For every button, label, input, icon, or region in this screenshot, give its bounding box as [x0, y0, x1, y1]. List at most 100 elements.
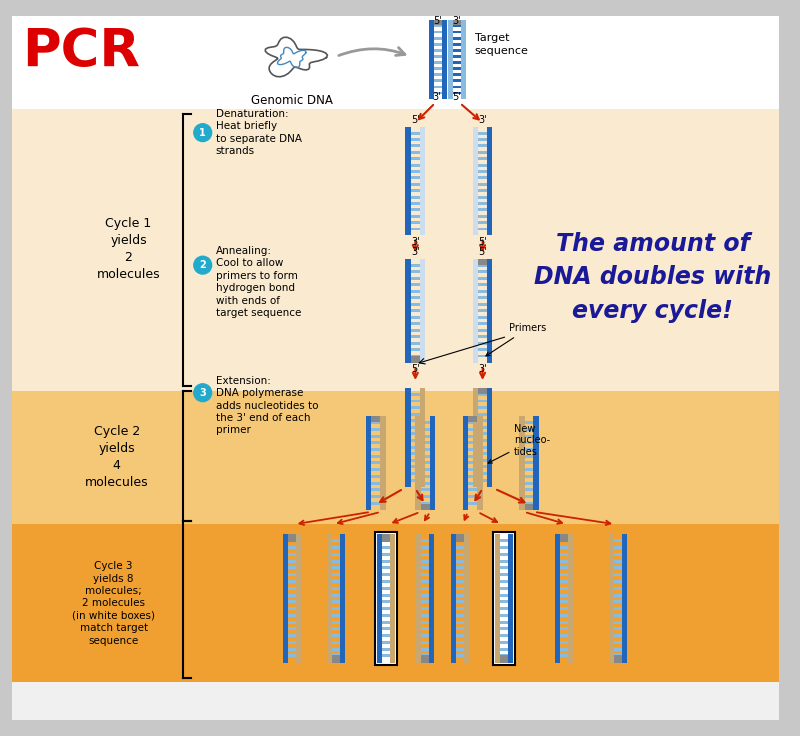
Bar: [411, 439, 420, 442]
Bar: [411, 177, 420, 180]
Bar: [525, 468, 534, 471]
Text: 3: 3: [199, 388, 206, 397]
Bar: [477, 416, 482, 510]
Text: 3': 3': [433, 92, 442, 102]
Bar: [448, 20, 453, 99]
Bar: [614, 654, 622, 657]
Bar: [478, 348, 487, 351]
Bar: [288, 593, 296, 596]
Bar: [519, 504, 539, 510]
Bar: [12, 391, 779, 524]
Bar: [560, 587, 567, 590]
Bar: [332, 634, 340, 637]
Bar: [327, 655, 345, 662]
Bar: [478, 296, 487, 299]
Bar: [416, 534, 422, 662]
Bar: [422, 607, 429, 610]
Bar: [411, 400, 420, 403]
Bar: [382, 634, 390, 637]
Bar: [420, 259, 426, 363]
Bar: [421, 481, 430, 484]
Bar: [453, 85, 461, 88]
Bar: [560, 641, 567, 644]
Bar: [478, 355, 487, 358]
Bar: [554, 534, 560, 662]
Bar: [501, 648, 508, 651]
Bar: [422, 648, 429, 651]
Bar: [525, 475, 534, 478]
Bar: [421, 435, 430, 438]
Bar: [456, 587, 464, 590]
Bar: [288, 539, 296, 542]
Bar: [478, 170, 487, 173]
Bar: [12, 109, 779, 391]
Bar: [456, 634, 464, 637]
Bar: [494, 532, 515, 665]
Bar: [422, 654, 429, 657]
Bar: [411, 329, 420, 331]
Bar: [422, 553, 429, 556]
Bar: [478, 144, 487, 147]
Bar: [411, 215, 420, 218]
Bar: [456, 559, 464, 563]
Bar: [456, 546, 464, 549]
Bar: [614, 634, 622, 637]
Circle shape: [194, 256, 212, 274]
Bar: [371, 428, 380, 431]
Bar: [422, 546, 429, 549]
Bar: [371, 421, 380, 424]
Bar: [478, 158, 487, 160]
Bar: [560, 567, 567, 570]
Text: New
nucleo-
tides: New nucleo- tides: [488, 424, 550, 463]
Bar: [421, 461, 430, 464]
Bar: [422, 559, 429, 563]
Bar: [420, 388, 426, 486]
Text: 5': 5': [478, 238, 487, 247]
Text: Extension:
DNA polymerase
adds nucleotides to
the 3' end of each
primer: Extension: DNA polymerase adds nucleotid…: [215, 376, 318, 436]
Bar: [614, 648, 622, 651]
Bar: [456, 620, 464, 623]
Bar: [456, 593, 464, 596]
Bar: [468, 421, 477, 424]
Bar: [332, 601, 340, 604]
Bar: [415, 504, 435, 510]
Bar: [421, 475, 430, 478]
Bar: [456, 601, 464, 604]
Bar: [411, 335, 420, 338]
Bar: [560, 607, 567, 610]
Bar: [468, 455, 477, 458]
Bar: [487, 259, 493, 363]
Circle shape: [194, 124, 212, 141]
Bar: [453, 31, 461, 33]
Bar: [434, 37, 442, 40]
Bar: [434, 55, 442, 57]
Bar: [411, 302, 420, 305]
Bar: [434, 43, 442, 46]
Bar: [332, 627, 340, 630]
Bar: [453, 55, 461, 57]
Bar: [421, 502, 430, 505]
Bar: [495, 534, 501, 662]
Bar: [501, 559, 508, 563]
Bar: [478, 215, 487, 218]
Bar: [478, 342, 487, 344]
Bar: [478, 472, 487, 475]
Bar: [473, 127, 478, 236]
Bar: [420, 127, 426, 236]
Bar: [463, 416, 482, 422]
Bar: [456, 553, 464, 556]
Bar: [406, 127, 411, 236]
Bar: [478, 329, 487, 331]
Bar: [288, 567, 296, 570]
Bar: [525, 488, 534, 491]
Bar: [501, 573, 508, 576]
Bar: [416, 655, 434, 662]
Bar: [411, 322, 420, 325]
Bar: [473, 388, 493, 394]
Bar: [377, 534, 382, 662]
Bar: [468, 495, 477, 498]
Bar: [422, 641, 429, 644]
Bar: [487, 388, 493, 486]
Bar: [560, 634, 567, 637]
Bar: [501, 620, 508, 623]
